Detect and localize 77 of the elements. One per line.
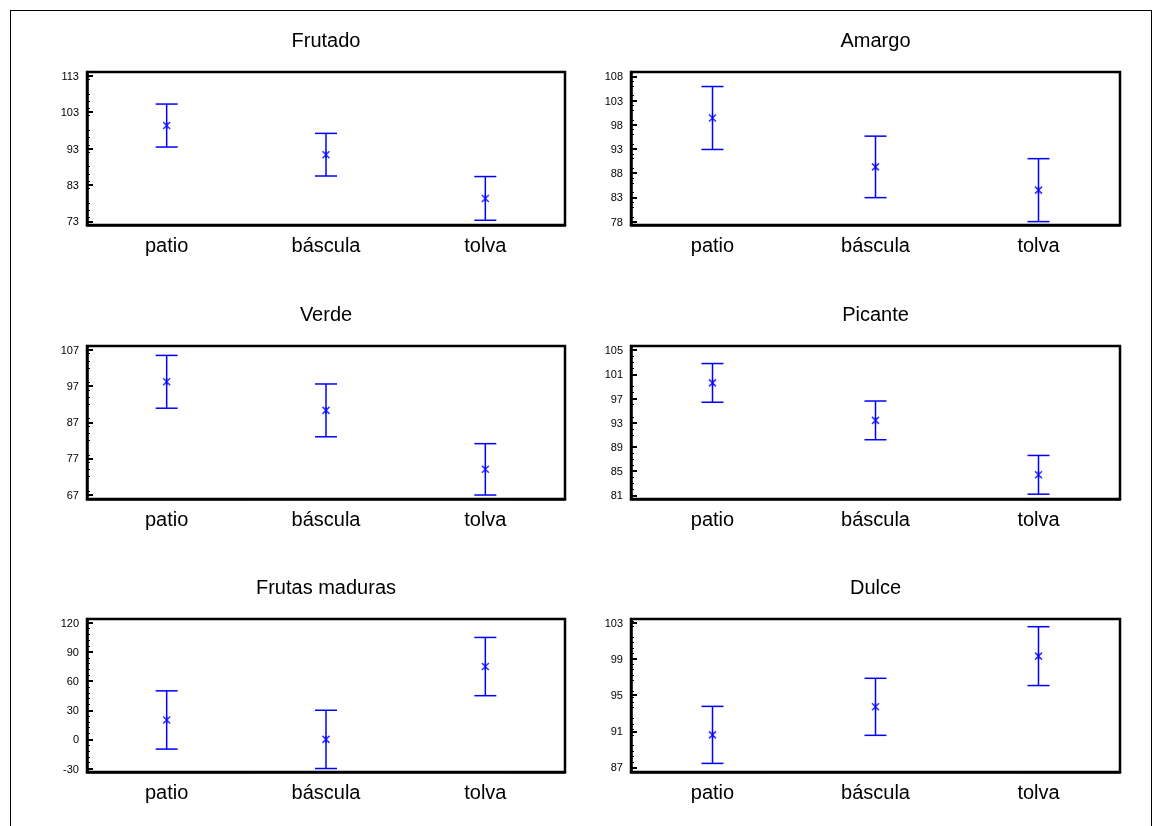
y-tick-label: 60 [66, 675, 79, 688]
y-tick-label: 73 [66, 215, 79, 228]
y-tick-label: 120 [60, 616, 79, 629]
point [1034, 470, 1043, 480]
point [321, 735, 331, 744]
y-tick-label: 89 [610, 440, 623, 453]
y-tick-label: 87 [610, 761, 623, 774]
x-tick-label: báscula [841, 781, 911, 803]
y-tick-label: 88 [610, 167, 623, 180]
y-tick-label: 103 [604, 616, 623, 629]
x-tick-label: báscula [291, 781, 362, 803]
point [481, 662, 490, 671]
y-tick-label: -30 [63, 762, 79, 775]
x-tick-label: patio [690, 781, 735, 803]
point [708, 730, 717, 740]
y-tick-label: 93 [610, 416, 623, 429]
y-tick-label: 90 [66, 646, 79, 659]
point [708, 378, 717, 388]
x-tick-label: tolva [1017, 234, 1061, 256]
y-tick-label: 0 [72, 733, 79, 746]
y-tick-label: 30 [66, 704, 79, 717]
y-tick-label: 108 [604, 70, 623, 83]
point [871, 702, 880, 712]
y-tick-label: 91 [610, 725, 623, 738]
x-tick-label: tolva [1017, 781, 1061, 803]
point [871, 416, 880, 425]
y-tick-label: 97 [66, 380, 79, 393]
x-tick-label: tolva [464, 234, 508, 256]
x-tick-label: patio [690, 508, 735, 530]
point [1034, 185, 1043, 195]
x-tick-label: patio [144, 508, 189, 530]
y-tick-label: 107 [60, 343, 79, 356]
point [708, 113, 717, 123]
y-tick-label: 83 [610, 191, 623, 204]
point [871, 162, 880, 172]
x-tick-label: patio [690, 234, 735, 256]
y-tick-label: 103 [60, 106, 79, 119]
x-tick-label: patio [144, 781, 189, 803]
y-tick-label: 97 [610, 392, 623, 405]
y-tick-label: 81 [610, 489, 623, 502]
chart-title: Frutado [291, 29, 361, 51]
x-tick-label: báscula [291, 234, 362, 256]
y-tick-label: 95 [610, 689, 623, 702]
y-tick-label: 78 [610, 215, 623, 228]
x-tick-label: patio [144, 234, 189, 256]
y-tick-label: 67 [66, 488, 79, 501]
y-tick-label: 83 [66, 178, 79, 191]
y-tick-label: 77 [66, 452, 79, 465]
chart-title: Dulce [849, 576, 902, 598]
x-tick-label: tolva [1017, 508, 1061, 530]
chart-title: Frutas maduras [255, 576, 397, 598]
y-tick-label: 93 [610, 142, 623, 155]
y-tick-label: 85 [610, 465, 623, 478]
y-tick-label: 99 [610, 652, 623, 665]
point [321, 150, 331, 159]
x-tick-label: báscula [841, 234, 911, 256]
y-tick-label: 93 [66, 142, 79, 155]
point [1034, 651, 1043, 661]
x-tick-label: tolva [464, 508, 508, 530]
y-tick-label: 87 [66, 416, 79, 429]
point [162, 715, 171, 725]
chart-title: Picante [842, 303, 909, 325]
y-tick-label: 113 [61, 69, 79, 82]
x-tick-label: tolva [464, 781, 508, 803]
chart-title: Amargo [840, 29, 911, 51]
y-tick-label: 101 [604, 368, 623, 381]
y-tick-label: 98 [610, 118, 623, 131]
point [481, 194, 490, 203]
chart-title: Verde [299, 303, 353, 325]
x-tick-label: báscula [841, 508, 911, 530]
y-tick-label: 103 [604, 94, 623, 107]
point [162, 377, 171, 387]
point [162, 121, 171, 130]
y-tick-label: 105 [604, 344, 623, 357]
x-tick-label: báscula [291, 508, 362, 530]
point [481, 465, 490, 474]
point [321, 406, 331, 415]
